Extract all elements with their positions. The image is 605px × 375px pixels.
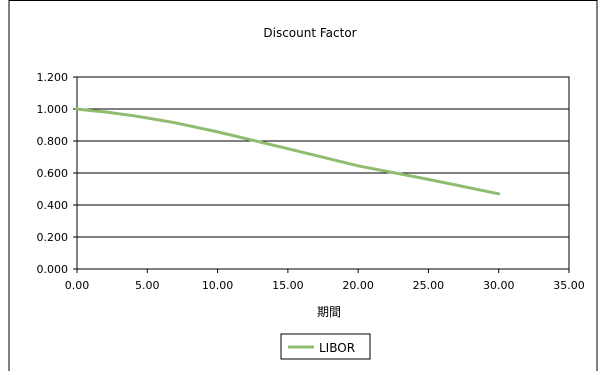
chart-border xyxy=(8,0,598,371)
x-tick-label: 25.00 xyxy=(413,279,445,292)
y-tick-label: 0.600 xyxy=(37,167,69,180)
x-tick-label: 30.00 xyxy=(483,279,515,292)
x-tick-label: 15.00 xyxy=(272,279,304,292)
x-axis-ticks: 0.00 5.00 10.00 15.00 20.00 25.00 30.00 35.00 xyxy=(65,269,585,292)
series-layer xyxy=(75,107,501,196)
x-tick-label: 0.00 xyxy=(65,279,90,292)
x-axis-label: 期間 xyxy=(317,305,341,319)
x-tick-label: 10.00 xyxy=(202,279,234,292)
y-axis-ticks: 0.000 0.200 0.400 0.600 0.800 1.000 1.200 xyxy=(37,71,77,276)
x-tick-label: 35.00 xyxy=(553,279,585,292)
y-tick-label: 1.000 xyxy=(37,103,69,116)
gridlines xyxy=(77,76,569,270)
chart-title: Discount Factor xyxy=(263,26,356,40)
y-tick-label: 1.200 xyxy=(37,71,69,84)
y-tick-label: 0.200 xyxy=(37,231,69,244)
y-tick-label: 0.800 xyxy=(37,135,69,148)
discount-factor-chart: Discount Factor 0.000 0.200 0.400 0.600 0.80… xyxy=(8,0,598,371)
x-tick-label: 20.00 xyxy=(342,279,374,292)
series-line-libor xyxy=(75,107,501,196)
y-tick-label: 0.000 xyxy=(37,263,69,276)
y-tick-label: 0.400 xyxy=(37,199,69,212)
legend-label-libor: LIBOR xyxy=(319,341,355,355)
legend: LIBOR xyxy=(280,333,371,360)
chart-frame: Discount Factor 0.000 0.200 0.400 0.600 0.80… xyxy=(8,0,598,371)
x-tick-label: 5.00 xyxy=(135,279,160,292)
